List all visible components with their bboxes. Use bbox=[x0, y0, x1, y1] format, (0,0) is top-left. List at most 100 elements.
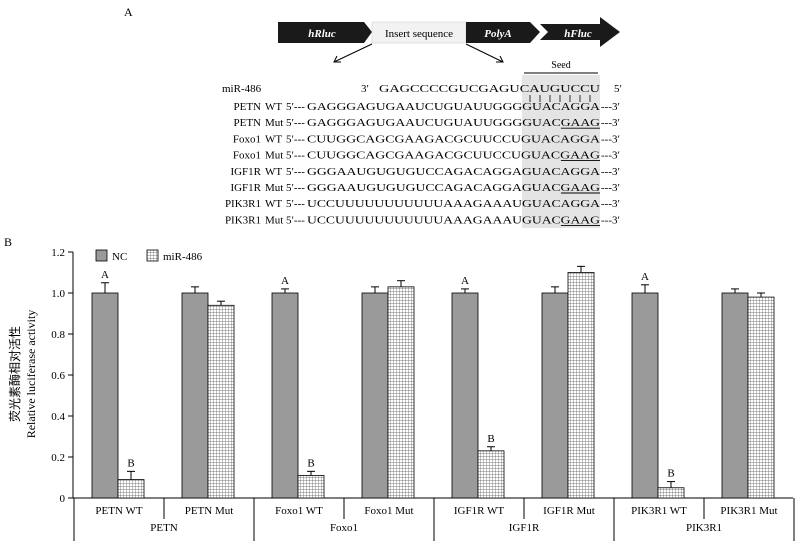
x-tick-label: Foxo1 Mut bbox=[364, 505, 413, 517]
row-prefix: 5′--- bbox=[286, 150, 305, 162]
bar-mir486 bbox=[747, 296, 775, 499]
y-tick-label: 0 bbox=[60, 493, 66, 505]
insert-pointer-right-head bbox=[496, 55, 504, 63]
alignment-row: PETN Mut 5′--- GAGGGAGUGAAUCUGUAUUGGGGUACGA… bbox=[234, 117, 620, 129]
bar-nc bbox=[361, 292, 389, 499]
x-tick-label: IGF1R WT bbox=[454, 505, 504, 517]
x-tick-label: PETN WT bbox=[95, 505, 142, 517]
row-gene-name: PETN bbox=[234, 101, 262, 113]
bar-mir486 bbox=[477, 450, 505, 499]
x-tick-label: IGF1R Mut bbox=[543, 505, 595, 517]
significance-letter: B bbox=[307, 457, 314, 469]
x-tick-label: Foxo1 WT bbox=[275, 505, 323, 517]
alignment-row: IGF1R Mut 5′--- GGGAAUGUGUGUCCAGACAGGAGUACG… bbox=[230, 182, 619, 194]
bar-mir486 bbox=[207, 304, 235, 499]
row-type: WT bbox=[265, 133, 282, 145]
bar-nc bbox=[181, 292, 209, 499]
x-group-label: IGF1R bbox=[509, 522, 540, 534]
significance-letter: A bbox=[461, 275, 469, 287]
panel-a: A hRluc Insert sequence PolyA hFluc Seed… bbox=[124, 5, 622, 228]
insert-label: Insert sequence bbox=[385, 28, 453, 40]
row-suffix: ---3′ bbox=[601, 166, 620, 178]
hfluc-arrow bbox=[540, 17, 620, 47]
row-type: Mut bbox=[265, 214, 283, 226]
legend-label-nc: NC bbox=[112, 251, 127, 263]
y-axis-label-en: Relative luciferase activity bbox=[24, 310, 38, 439]
x-tick-label: PETN Mut bbox=[185, 505, 234, 517]
bar-nc bbox=[271, 292, 299, 499]
row-gene-name: PIK3R1 bbox=[225, 198, 261, 210]
row-suffix: ---3′ bbox=[601, 214, 620, 226]
polya-label: PolyA bbox=[484, 28, 512, 40]
y-tick-label: 0.4 bbox=[51, 411, 65, 423]
seed-label: Seed bbox=[551, 60, 570, 71]
legend-swatch-mir486 bbox=[146, 249, 159, 262]
significance-letter: A bbox=[281, 275, 289, 287]
row-gene-name: PETN bbox=[234, 117, 262, 129]
row-sequence: GGGAAUGUGUGUCCAGACAGGAGUACAGGA bbox=[307, 166, 600, 178]
y-tick-label: 0.2 bbox=[51, 452, 65, 464]
row-prefix: 5′--- bbox=[286, 198, 305, 210]
bar-mir486 bbox=[117, 479, 145, 499]
x-tick-label: PIK3R1 WT bbox=[631, 505, 687, 517]
mirna-5prime: 5′ bbox=[614, 83, 622, 95]
legend: NC miR-486 bbox=[95, 249, 203, 263]
alignment-row: Foxo1 WT 5′--- CUUGGCAGCGAAGACGCUUCCUGUACAG… bbox=[233, 133, 620, 145]
bar-nc bbox=[541, 292, 569, 499]
chart-bars: A B A B A B A B bbox=[91, 265, 775, 499]
bar-mir486 bbox=[297, 475, 325, 499]
bar-mir486 bbox=[567, 272, 595, 499]
row-gene-name: IGF1R bbox=[230, 182, 261, 194]
x-axis-labels: PETN WT PETN Mut PETN Foxo1 WT Foxo1 Mut Foxo… bbox=[73, 498, 795, 541]
row-prefix: 5′--- bbox=[286, 117, 305, 129]
row-prefix: 5′--- bbox=[286, 166, 305, 178]
row-type: WT bbox=[265, 166, 282, 178]
y-tick-label: 0.6 bbox=[51, 370, 65, 382]
row-sequence: UCCUUUUUUUUUUUAAAGAAAUGUACGAAG bbox=[307, 214, 600, 226]
y-tick-label: 1.2 bbox=[51, 247, 65, 259]
hrluc-label: hRluc bbox=[308, 28, 336, 40]
row-prefix: 5′--- bbox=[286, 182, 305, 194]
row-type: Mut bbox=[265, 182, 283, 194]
alignment-rows: PETN WT 5′--- GAGGGAGUGAAUCUGUAUUGGGGUACAGG… bbox=[225, 101, 620, 226]
mirna-name: miR-486 bbox=[222, 83, 262, 95]
hfluc-label: hFluc bbox=[564, 28, 592, 40]
row-sequence: CUUGGCAGCGAAGACGCUUCCUGUACGAAG bbox=[307, 150, 600, 162]
y-tick-label: 1.0 bbox=[51, 288, 65, 300]
row-type: WT bbox=[265, 198, 282, 210]
pairing-ticks bbox=[529, 95, 591, 102]
panel-b: B 荧光素酶相对活性 Relative luciferase activity … bbox=[4, 235, 795, 541]
chart-axes: 0 0.2 0.4 0.6 0.8 1.0 1.2 bbox=[51, 247, 793, 505]
legend-swatch-nc bbox=[95, 249, 108, 262]
x-tick-label: PIK3R1 Mut bbox=[720, 505, 777, 517]
row-sequence: GAGGGAGUGAAUCUGUAUUGGGGUACAGGA bbox=[307, 101, 600, 113]
row-prefix: 5′--- bbox=[286, 133, 305, 145]
seed-region bbox=[522, 75, 600, 228]
x-group-label: PIK3R1 bbox=[686, 522, 722, 534]
row-sequence: GGGAAUGUGUGUCCAGACAGGAGUACGAAG bbox=[307, 182, 600, 194]
alignment-row: PIK3R1 Mut 5′--- UCCUUUUUUUUUUUAAAGAAAUGUAC… bbox=[225, 214, 620, 226]
alignment-row: Foxo1 Mut 5′--- CUUGGCAGCGAAGACGCUUCCUGUACG… bbox=[233, 150, 620, 162]
row-type: WT bbox=[265, 101, 282, 113]
insert-pointer-left-head bbox=[333, 55, 341, 63]
row-suffix: ---3′ bbox=[601, 117, 620, 129]
alignment-row: IGF1R WT 5′--- GGGAAUGUGUGUCCAGACAGGAGUACAG… bbox=[230, 166, 619, 178]
insert-pointer-left bbox=[333, 43, 373, 63]
panel-a-label: A bbox=[124, 5, 133, 19]
significance-letter: B bbox=[667, 468, 674, 480]
insert-pointer-right bbox=[465, 43, 504, 63]
construct-diagram: hRluc Insert sequence PolyA hFluc bbox=[278, 17, 620, 63]
row-prefix: 5′--- bbox=[286, 101, 305, 113]
row-suffix: ---3′ bbox=[601, 133, 620, 145]
row-suffix: ---3′ bbox=[601, 150, 620, 162]
x-group-label: PETN bbox=[150, 522, 178, 534]
polya-block bbox=[466, 22, 540, 43]
panel-b-label: B bbox=[4, 235, 12, 249]
row-gene-name: Foxo1 bbox=[233, 150, 261, 162]
y-tick-label: 0.8 bbox=[51, 329, 65, 341]
row-gene-name: Foxo1 bbox=[233, 133, 261, 145]
legend-label-mir486: miR-486 bbox=[163, 251, 203, 263]
mirna-3prime: 3′ bbox=[361, 83, 369, 95]
bar-nc bbox=[451, 292, 479, 499]
